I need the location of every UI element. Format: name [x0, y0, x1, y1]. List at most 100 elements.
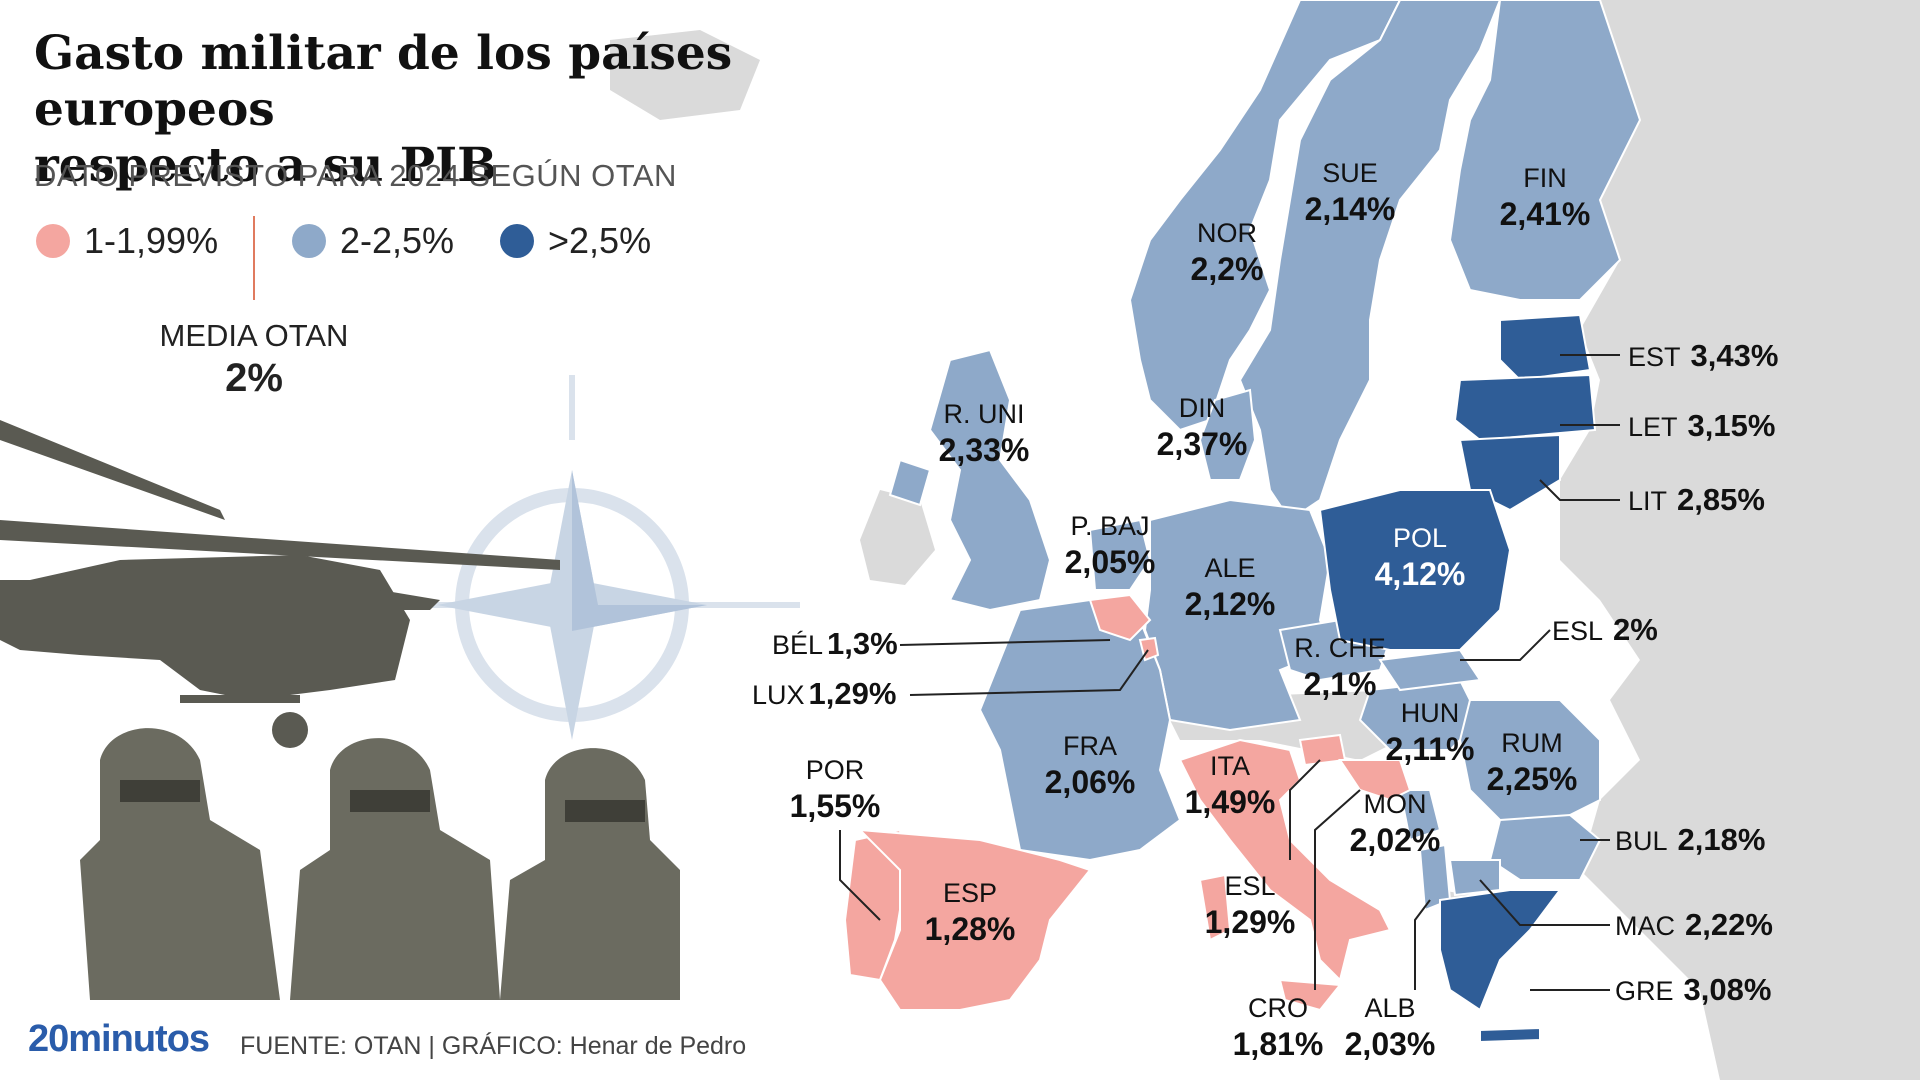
value-romania: 2,25%: [1486, 761, 1578, 797]
leader-lit: [1539, 479, 1620, 501]
value-italy: 1,49%: [1184, 784, 1276, 820]
legend-medium-label: 2-2,5%: [340, 220, 455, 261]
value-bulgaria: 2,18%: [1677, 822, 1766, 857]
label-montenegro: MON 2,02%: [1335, 786, 1455, 858]
title: Gasto militar de los países europeos res…: [34, 26, 934, 194]
leader-mac: [1479, 879, 1610, 926]
estonia-shape: [1499, 313, 1592, 382]
value-luxembourg: 1,29%: [808, 676, 897, 711]
value-macedonia: 2,22%: [1685, 907, 1773, 942]
label-albania: ALB 2,03%: [1330, 990, 1450, 1062]
poland-shape: [1318, 489, 1512, 651]
leader-lines: [839, 354, 1620, 991]
code-lithuania: LIT: [1628, 486, 1668, 516]
code-greece: GRE: [1615, 976, 1674, 1006]
label-denmark: DIN 2,37%: [1142, 390, 1262, 462]
norway-shape: [1128, 0, 1402, 432]
leader-esl-sk: [1460, 629, 1551, 661]
average-label: MEDIA OTAN: [159, 318, 349, 353]
label-greece: GRE 3,08%: [1615, 972, 1771, 1008]
label-uk: R. UNI 2,33%: [924, 396, 1044, 468]
code-latvia: LET: [1628, 412, 1678, 442]
ireland-shape: [860, 490, 935, 585]
montenegro-shape: [1398, 789, 1442, 842]
latvia-shape: [1453, 373, 1597, 442]
code-slovenia: ESL: [1224, 871, 1276, 901]
macedonia-shape: [1448, 859, 1501, 897]
leader-esl-si: [1289, 759, 1321, 860]
label-latvia: LET 3,15%: [1628, 408, 1775, 444]
leader-lux: [909, 649, 1149, 696]
brand-logo: 20minutos: [28, 1018, 210, 1060]
slovenia-shape: [1298, 733, 1347, 767]
code-denmark: DIN: [1178, 393, 1226, 423]
value-greece: 3,08%: [1683, 972, 1772, 1007]
greece-shape: [1439, 889, 1562, 1012]
leader-por: [839, 830, 881, 921]
code-croatia: CRO: [1248, 993, 1308, 1023]
label-macedonia: MAC 2,22%: [1615, 907, 1773, 943]
code-germany: ALE: [1204, 553, 1256, 583]
label-germany: ALE 2,12%: [1170, 550, 1290, 622]
value-sweden: 2,14%: [1304, 191, 1396, 227]
label-luxembourg: LUX 1,29%: [752, 676, 896, 712]
label-portugal: POR 1,55%: [775, 752, 895, 824]
netherlands-shape: [1088, 518, 1152, 591]
subtitle: DATO PREVISTO PARA 2024 SEGÚN OTAN: [34, 158, 677, 193]
croatia-shape: [1338, 759, 1412, 802]
value-france: 2,06%: [1044, 764, 1136, 800]
code-norway: NOR: [1197, 218, 1257, 248]
average-value: 2%: [225, 356, 283, 400]
label-croatia: CRO 1,81%: [1218, 990, 1338, 1062]
code-sweden: SUE: [1322, 158, 1378, 188]
title-line-1: Gasto militar de los países europeos: [34, 26, 733, 137]
uk-shape: [928, 348, 1052, 612]
finland-shape: [1448, 0, 1642, 301]
sicily-shape: [1278, 978, 1342, 1012]
countries-high: [1318, 313, 1597, 1044]
legend-item-medium: 2-2,5%: [292, 220, 454, 262]
code-poland: POL: [1392, 523, 1448, 553]
label-romania: RUM 2,25%: [1472, 725, 1592, 797]
label-poland: POL 4,12%: [1355, 520, 1485, 592]
code-luxembourg: LUX: [752, 680, 805, 710]
code-spain: ESP: [942, 878, 998, 908]
value-montenegro: 2,02%: [1349, 822, 1441, 858]
legend-low-label: 1-1,99%: [84, 220, 219, 261]
leader-alb: [1414, 899, 1431, 990]
spain-shape: [857, 828, 1092, 1011]
code-estonia: EST: [1628, 342, 1681, 372]
italy-shape: [1178, 738, 1392, 982]
value-hungary: 2,11%: [1385, 731, 1475, 767]
code-hungary: HUN: [1400, 698, 1460, 728]
code-romania: RUM: [1501, 728, 1563, 758]
value-norway: 2,2%: [1190, 251, 1264, 287]
slovakia-shape: [1378, 648, 1482, 692]
label-estonia: EST 3,43%: [1628, 338, 1778, 374]
value-albania: 2,03%: [1344, 1026, 1436, 1062]
value-belgium: 1,3%: [827, 626, 898, 661]
label-lithuania: LIT 2,85%: [1628, 482, 1765, 518]
code-belgium: BÉL: [772, 630, 824, 660]
code-finland: FIN: [1523, 163, 1567, 193]
code-macedonia: MAC: [1615, 911, 1675, 941]
legend-medium-dot-icon: [292, 224, 326, 258]
label-spain: ESP 1,28%: [910, 875, 1030, 947]
value-slovakia: 2%: [1613, 612, 1658, 647]
leader-bel: [899, 639, 1111, 646]
code-czech: R. CHE: [1294, 633, 1386, 663]
sardinia-shape: [1198, 873, 1232, 942]
value-denmark: 2,37%: [1156, 426, 1248, 462]
leader-cro: [1314, 789, 1361, 990]
countries-low: [843, 593, 1412, 1012]
code-slovakia: ESL: [1552, 616, 1604, 646]
label-norway: NOR 2,2%: [1167, 215, 1287, 287]
code-netherlands: P. BAJ: [1070, 511, 1150, 541]
code-portugal: POR: [805, 755, 865, 785]
label-france: FRA 2,06%: [1030, 728, 1150, 800]
label-slovakia: ESL 2%: [1552, 612, 1658, 648]
ireland-ni-shape: [888, 458, 932, 507]
value-estonia: 3,43%: [1690, 338, 1779, 373]
